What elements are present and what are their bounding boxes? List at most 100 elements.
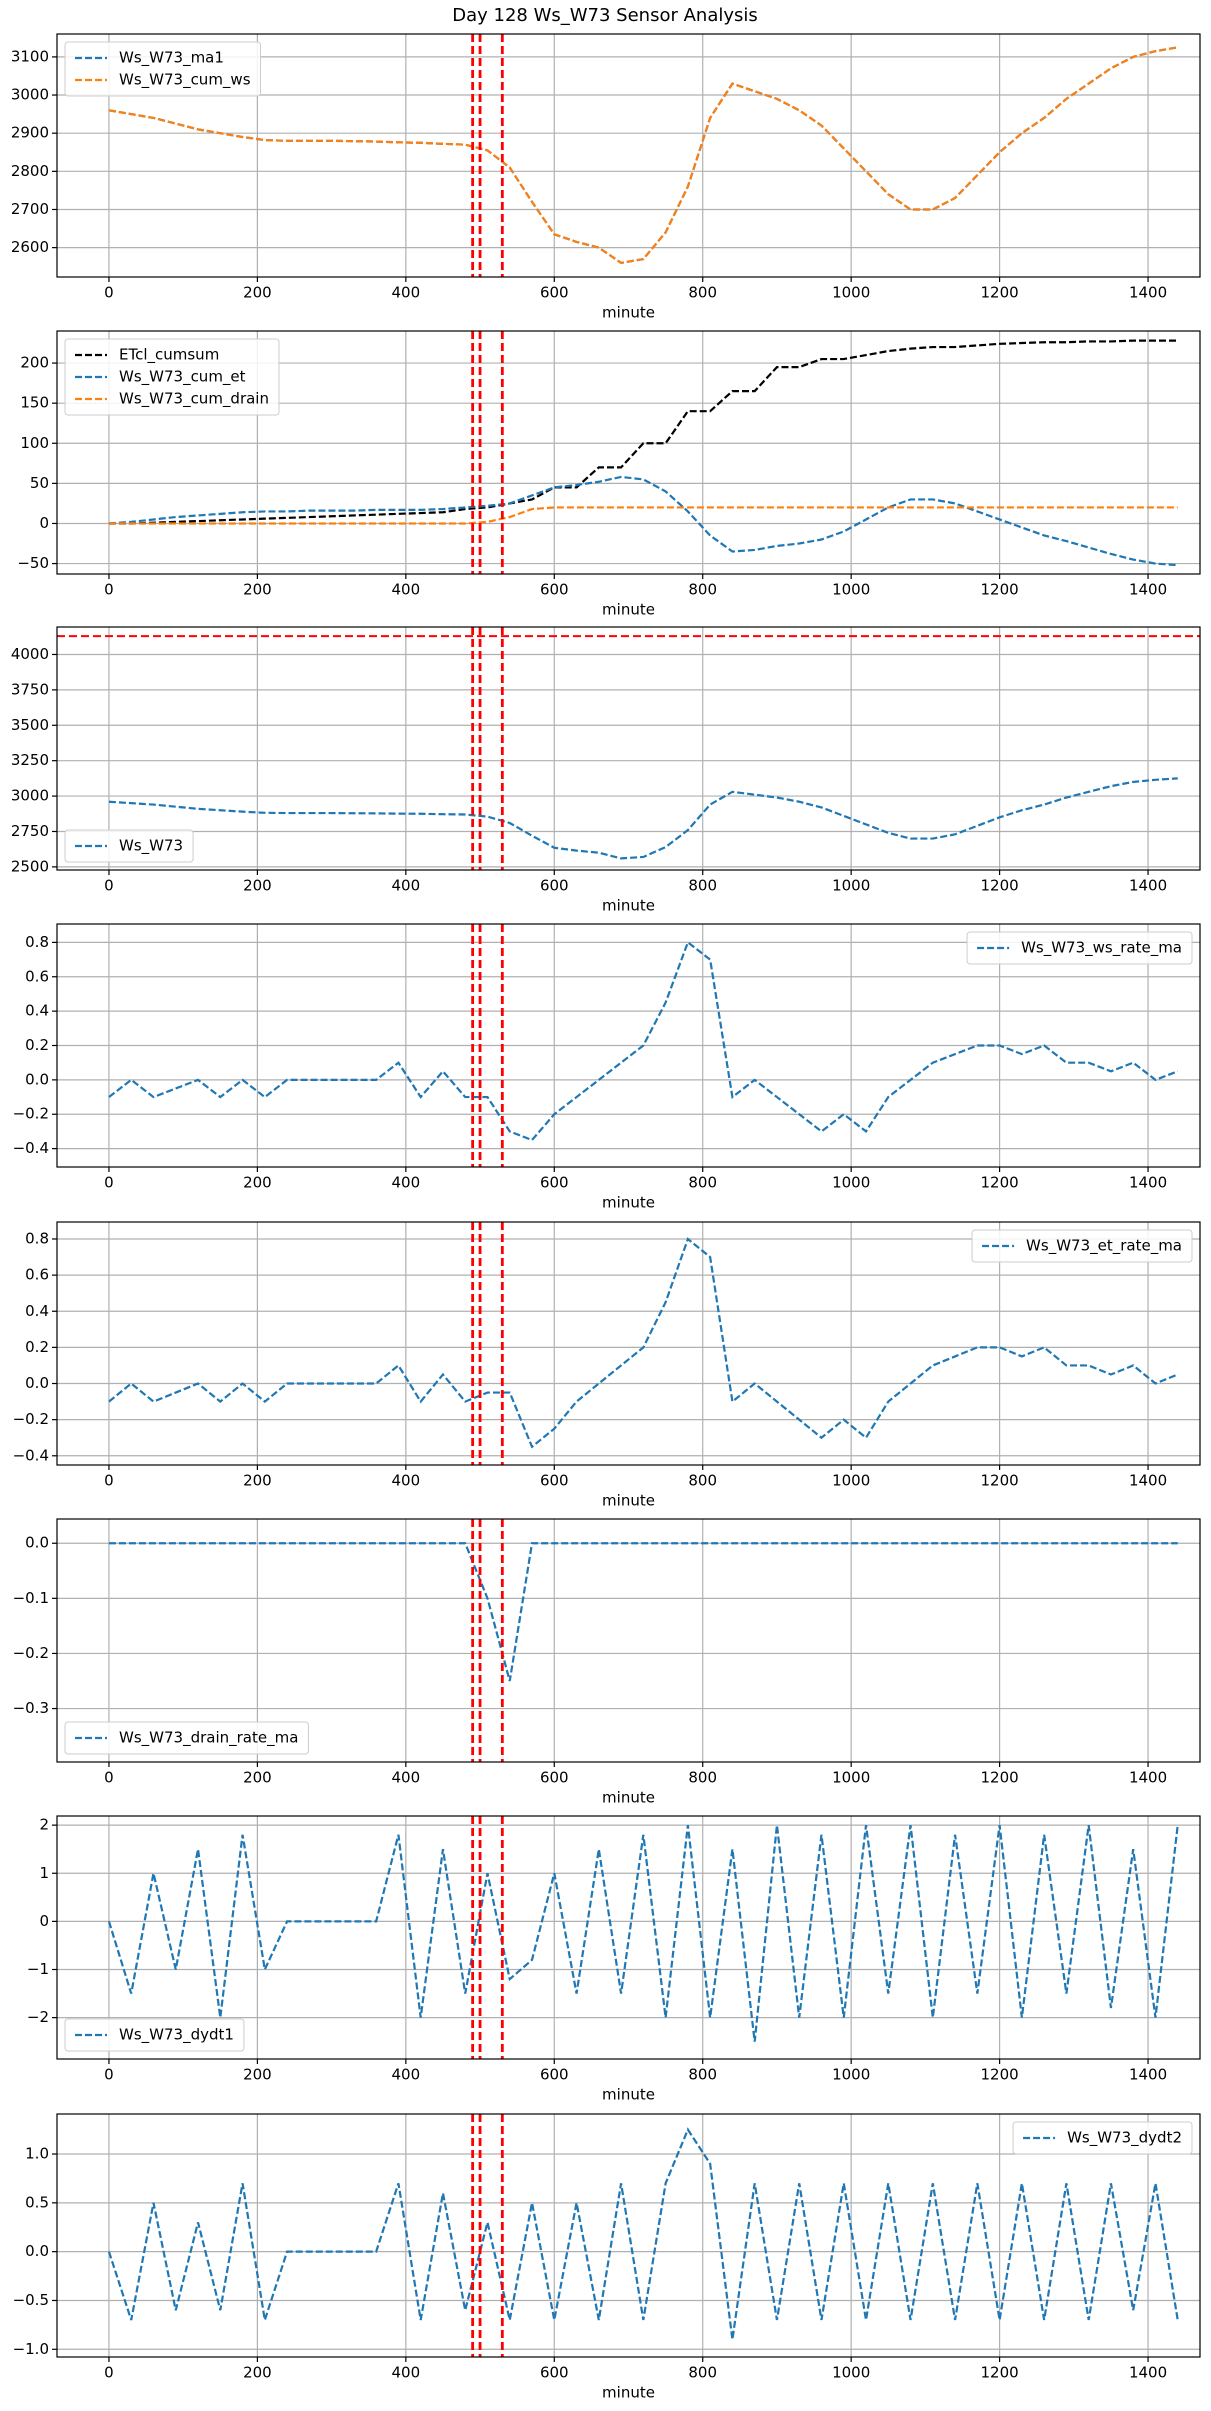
x-tick-label: 0 [104, 2066, 114, 2084]
x-tick-label: 0 [104, 1472, 114, 1490]
y-tick-label: 2 [39, 1816, 49, 1834]
x-axis-label: minute [602, 2086, 655, 2104]
x-tick-label: 600 [540, 1472, 569, 1490]
y-tick-label: 2600 [11, 238, 49, 256]
y-tick-label: 2900 [11, 124, 49, 142]
x-tick-label: 800 [688, 877, 717, 895]
x-tick-label: 600 [540, 877, 569, 895]
x-axis-label: minute [602, 601, 655, 619]
y-tick-label: 0.2 [25, 1338, 49, 1356]
legend: Ws_W73_ma1 Ws_W73_cum_ws [64, 41, 262, 97]
axes-frame [56, 2113, 1201, 2358]
y-tick-label: 0.5 [25, 2193, 49, 2211]
y-tick-label: −0.2 [13, 1644, 49, 1662]
y-tick-label: −0.3 [13, 1699, 49, 1717]
legend: Ws_W73_et_rate_ma [971, 1229, 1193, 1263]
x-tick-label: 200 [243, 581, 272, 599]
x-axis-label: minute [602, 1789, 655, 1807]
legend-box [64, 338, 280, 416]
x-tick-label: 800 [688, 1472, 717, 1490]
y-tick-label: −0.1 [13, 1589, 49, 1607]
axes-frame [56, 33, 1201, 278]
legend-label: Ws_W73_dydt2 [1067, 2129, 1182, 2148]
y-tick-label: 1 [39, 1864, 49, 1882]
y-tick-label: 0.4 [25, 1302, 49, 1320]
x-tick-label: 200 [243, 1174, 272, 1192]
legend-box [64, 2018, 245, 2052]
x-tick-label: 400 [392, 284, 421, 302]
x-tick-label: 400 [392, 2364, 421, 2382]
x-tick-label: 1000 [832, 1472, 870, 1490]
x-tick-label: 0 [104, 2364, 114, 2382]
y-tick-label: 3000 [11, 86, 49, 104]
legend: Ws_W73_ws_rate_ma [966, 931, 1193, 965]
y-tick-label: 2750 [11, 822, 49, 840]
plot-area [108, 34, 1178, 277]
x-tick-label: 1200 [981, 2066, 1019, 2084]
x-tick-label: 1200 [981, 1472, 1019, 1490]
series-line [107, 2127, 1179, 2340]
legend-label: Ws_W73_ws_rate_ma [1021, 939, 1182, 958]
x-tick-label: 1000 [832, 284, 870, 302]
legend: Ws_W73_dydt1 [64, 2018, 245, 2052]
x-tick-label: 600 [540, 1769, 569, 1787]
legend-box [64, 41, 262, 97]
x-tick-label: 200 [243, 1472, 272, 1490]
x-tick-label: 1000 [832, 1769, 870, 1787]
legend-label: Ws_W73_dydt1 [119, 2026, 234, 2045]
plot-area [107, 1816, 1179, 2059]
legend-box [64, 1721, 309, 1755]
y-tick-label: 3500 [11, 716, 49, 734]
x-tick-label: 400 [392, 2066, 421, 2084]
x-tick-label: 1200 [981, 1174, 1019, 1192]
y-tick-label: 0 [39, 514, 49, 532]
x-tick-label: 1400 [1129, 2364, 1167, 2382]
plot-area [108, 924, 1179, 1167]
x-tick-label: 800 [688, 2066, 717, 2084]
x-tick-label: 800 [688, 284, 717, 302]
y-tick-label: 0.0 [25, 1070, 49, 1088]
x-tick-label: 1400 [1129, 1174, 1167, 1192]
legend-label: Ws_W73_et_rate_ma [1026, 1237, 1182, 1256]
x-tick-label: 1000 [832, 2066, 870, 2084]
x-tick-label: 1400 [1129, 581, 1167, 599]
x-tick-label: 400 [392, 1174, 421, 1192]
y-tick-label: 0.6 [25, 1266, 49, 1284]
y-tick-label: −50 [17, 554, 49, 572]
y-tick-label: 0.0 [25, 1374, 49, 1392]
x-tick-label: 800 [688, 2364, 717, 2382]
x-tick-label: 200 [243, 2364, 272, 2382]
x-tick-label: 200 [243, 877, 272, 895]
x-tick-label: 400 [392, 1472, 421, 1490]
series-line [108, 1542, 1178, 1682]
y-tick-label: 0.0 [25, 2242, 49, 2260]
x-tick-label: 600 [540, 2066, 569, 2084]
x-tick-label: 1400 [1129, 1472, 1167, 1490]
x-axis-label: minute [602, 304, 655, 322]
x-tick-label: 600 [540, 284, 569, 302]
x-tick-label: 1000 [832, 1174, 870, 1192]
legend: ETcl_cumsum Ws_W73_cum_et Ws_W73_cum_drain [64, 338, 280, 416]
y-tick-label: 0.8 [25, 933, 49, 951]
x-axis-label: minute [602, 2384, 655, 2402]
y-tick-label: 100 [20, 434, 49, 452]
legend-box [966, 931, 1193, 965]
legend-label: Ws_W73_cum_drain [119, 390, 269, 409]
legend-box [971, 1229, 1193, 1263]
x-tick-label: 1000 [832, 2364, 870, 2382]
x-tick-label: 0 [104, 581, 114, 599]
y-tick-label: 0.6 [25, 967, 49, 985]
series-line [108, 475, 1178, 567]
x-tick-label: 800 [688, 1174, 717, 1192]
x-tick-label: 1200 [981, 1769, 1019, 1787]
x-tick-label: 1000 [832, 581, 870, 599]
y-tick-label: 0.4 [25, 1002, 49, 1020]
x-tick-label: 200 [243, 284, 272, 302]
y-tick-label: −0.5 [13, 2291, 49, 2309]
y-tick-label: 3250 [11, 751, 49, 769]
plot-area [108, 331, 1178, 574]
x-tick-label: 0 [104, 1174, 114, 1192]
series-line [108, 46, 1178, 265]
axes-frame [56, 626, 1201, 871]
